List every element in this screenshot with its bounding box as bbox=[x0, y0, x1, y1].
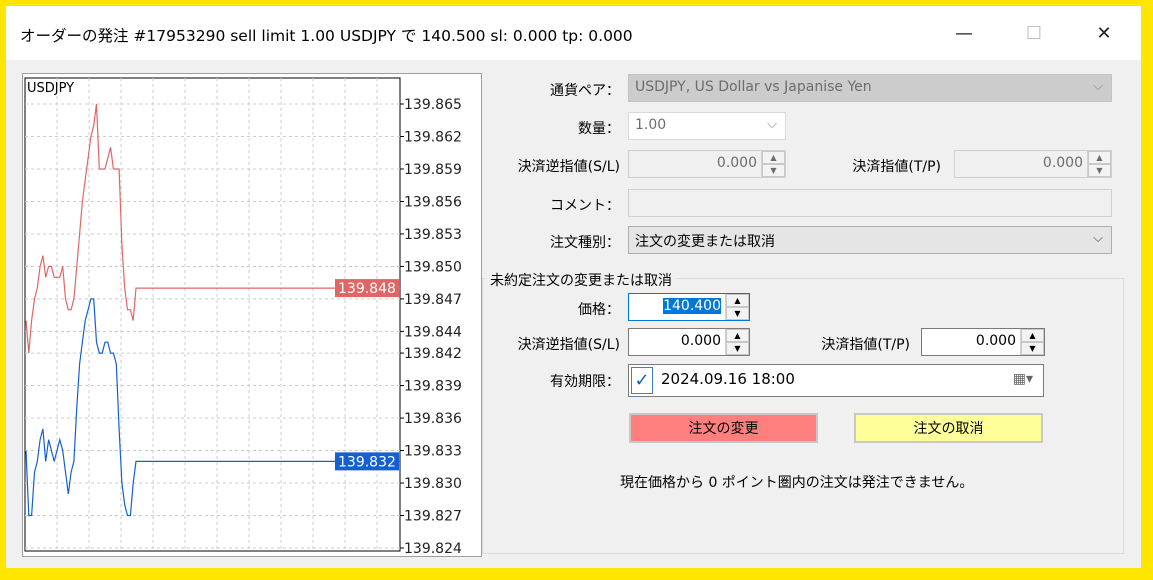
symbol-value: USDJPY, US Dollar vs Japanise Yen bbox=[635, 79, 872, 95]
expiry-checkbox[interactable]: ✓ bbox=[631, 367, 653, 394]
comment-label: コメント： bbox=[550, 198, 620, 214]
up-arrow-icon[interactable]: ▲ bbox=[762, 151, 785, 164]
title-bar: オーダーの発注 #17953290 sell limit 1.00 USDJPY… bbox=[6, 6, 1141, 60]
expiry-datetime-picker[interactable]: ✓ 2024.09.16 18:00 ▦▾ bbox=[628, 364, 1044, 397]
y-tick-label: 139.853 bbox=[404, 227, 462, 243]
y-tick-label: 139.824 bbox=[404, 541, 462, 556]
sl-value: 0.000 bbox=[716, 155, 757, 171]
y-tick-label: 139.856 bbox=[404, 194, 462, 210]
pending-tp-label: 決済指値(T/P) bbox=[821, 337, 910, 353]
pending-sl-label: 決済逆指値(S/L) bbox=[517, 337, 620, 353]
group-label: 未約定注文の変更または取消 bbox=[486, 270, 676, 290]
up-arrow-icon[interactable]: ▲ bbox=[726, 329, 749, 342]
volume-value: 1.00 bbox=[635, 117, 667, 133]
pending-tp-value: 0.000 bbox=[975, 333, 1016, 349]
plot-area bbox=[24, 77, 401, 552]
pending-order-group bbox=[482, 278, 1124, 554]
y-tick-label: 139.833 bbox=[404, 444, 462, 460]
close-button[interactable]: ✕ bbox=[1096, 22, 1112, 44]
sl-input[interactable]: 0.000 ▲ ▼ bbox=[628, 150, 786, 178]
y-tick-label: 139.862 bbox=[404, 129, 462, 145]
window-title: オーダーの発注 #17953290 sell limit 1.00 USDJPY… bbox=[20, 27, 633, 45]
order-type-select[interactable]: 注文の変更または取消 ⌵ bbox=[628, 226, 1112, 254]
bid-price-label: 139.832 bbox=[338, 454, 396, 470]
chevron-down-icon: ⌵ bbox=[1093, 231, 1103, 246]
volume-select[interactable]: 1.00 ⌵ bbox=[628, 112, 786, 140]
chart-title: USDJPY bbox=[27, 81, 74, 96]
volume-label: 数量： bbox=[578, 121, 620, 137]
up-arrow-icon[interactable]: ▲ bbox=[726, 294, 749, 307]
bid-line bbox=[25, 298, 400, 517]
tp-label: 決済指値(T/P) bbox=[852, 159, 941, 175]
y-tick-label: 139.830 bbox=[404, 476, 462, 492]
price-label: 価格： bbox=[578, 302, 620, 318]
y-tick-label: 139.836 bbox=[404, 411, 462, 427]
tp-spinner[interactable]: ▲ ▼ bbox=[1087, 151, 1111, 177]
pending-tp-spinner[interactable]: ▲ ▼ bbox=[1020, 329, 1044, 355]
expiry-label: 有効期限： bbox=[550, 374, 620, 390]
down-arrow-icon[interactable]: ▼ bbox=[1021, 342, 1044, 355]
y-tick-label: 139.847 bbox=[404, 292, 462, 308]
y-tick-label: 139.844 bbox=[404, 324, 462, 340]
price-spinner[interactable]: ▲ ▼ bbox=[725, 294, 749, 320]
y-tick-label: 139.839 bbox=[404, 379, 462, 395]
tp-input[interactable]: 0.000 ▲ ▼ bbox=[954, 150, 1112, 178]
order-dialog: オーダーの発注 #17953290 sell limit 1.00 USDJPY… bbox=[6, 6, 1141, 568]
price-input[interactable]: 140.400 ▲ ▼ bbox=[628, 293, 750, 321]
calendar-dropdown-icon[interactable]: ▦▾ bbox=[1012, 371, 1033, 387]
chart-svg: 139.865 139.862 139.859 139.856 139.853 139.8… bbox=[24, 77, 462, 556]
down-arrow-icon[interactable]: ▼ bbox=[726, 342, 749, 355]
pending-sl-spinner[interactable]: ▲ ▼ bbox=[725, 329, 749, 355]
symbol-select[interactable]: USDJPY, US Dollar vs Japanise Yen ⌵ bbox=[628, 74, 1112, 102]
up-arrow-icon[interactable]: ▲ bbox=[1021, 329, 1044, 342]
pending-sl-value: 0.000 bbox=[680, 333, 721, 349]
down-arrow-icon[interactable]: ▼ bbox=[762, 164, 785, 177]
tick-chart: 139.865 139.862 139.859 139.856 139.853 139.8… bbox=[22, 73, 482, 557]
comment-input[interactable] bbox=[628, 189, 1112, 217]
modify-order-button[interactable]: 注文の変更 bbox=[629, 413, 818, 443]
expiry-value: 2024.09.16 18:00 bbox=[661, 370, 795, 388]
sl-spinner[interactable]: ▲ ▼ bbox=[761, 151, 785, 177]
y-tick-label: 139.859 bbox=[404, 162, 462, 178]
chevron-down-icon: ⌵ bbox=[767, 117, 777, 132]
order-type-value: 注文の変更または取消 bbox=[635, 234, 775, 250]
ask-price-label: 139.848 bbox=[338, 281, 396, 297]
symbol-label: 通貨ペア： bbox=[550, 83, 620, 99]
bid-price-marker bbox=[335, 452, 399, 471]
y-tick-label: 139.842 bbox=[404, 346, 462, 362]
sl-label: 決済逆指値(S/L) bbox=[517, 159, 620, 175]
y-tick-label: 139.850 bbox=[404, 259, 462, 275]
ask-line bbox=[25, 103, 400, 354]
order-type-label: 注文種別： bbox=[550, 235, 620, 251]
down-arrow-icon[interactable]: ▼ bbox=[1088, 164, 1111, 177]
up-arrow-icon[interactable]: ▲ bbox=[1088, 151, 1111, 164]
y-tick-label: 139.827 bbox=[404, 509, 462, 525]
minimize-button[interactable]: — bbox=[955, 22, 973, 44]
y-tick-label: 139.865 bbox=[404, 97, 462, 113]
price-value: 140.400 bbox=[663, 298, 721, 314]
stop-level-note: 現在価格から 0 ポイント圏内の注文は発注できません。 bbox=[620, 475, 974, 491]
down-arrow-icon[interactable]: ▼ bbox=[726, 307, 749, 320]
maximize-button[interactable]: ☐ bbox=[1025, 22, 1043, 44]
cancel-order-button[interactable]: 注文の取消 bbox=[854, 413, 1043, 443]
chevron-down-icon: ⌵ bbox=[1093, 79, 1103, 94]
ask-price-marker bbox=[335, 279, 399, 298]
tp-value: 0.000 bbox=[1042, 155, 1083, 171]
pending-tp-input[interactable]: 0.000 ▲ ▼ bbox=[921, 328, 1045, 356]
pending-sl-input[interactable]: 0.000 ▲ ▼ bbox=[628, 328, 750, 356]
